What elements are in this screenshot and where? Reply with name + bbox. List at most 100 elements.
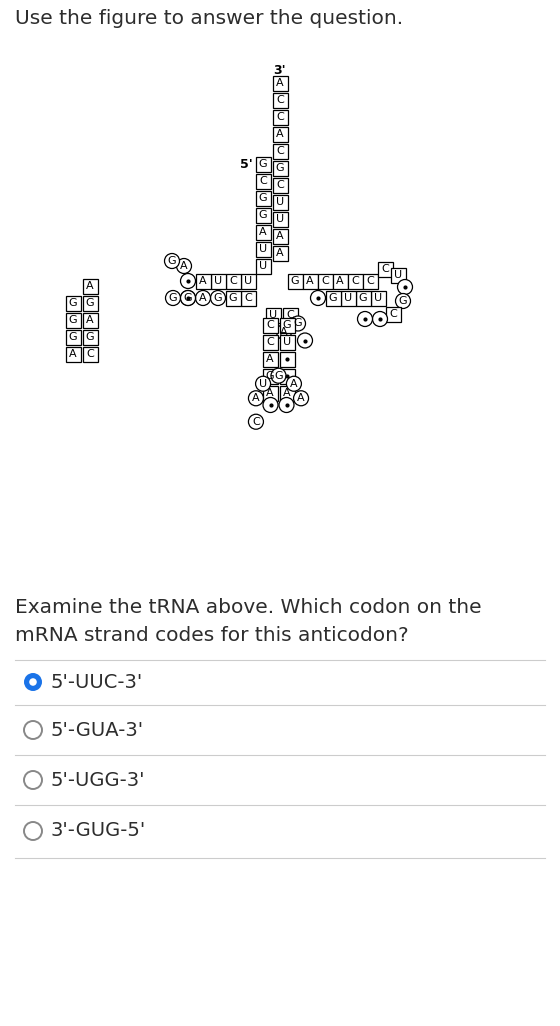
Text: A: A (259, 227, 267, 237)
Bar (273, 229, 287, 243)
Bar (340, 290, 356, 306)
Circle shape (286, 377, 301, 391)
Bar (287, 274, 302, 288)
Text: U: U (259, 244, 267, 254)
Text: 5'-GUA-3': 5'-GUA-3' (50, 720, 143, 740)
Bar (302, 274, 318, 288)
Bar (279, 334, 295, 350)
Bar (325, 290, 340, 306)
Bar (226, 290, 240, 306)
Circle shape (297, 333, 312, 348)
Bar (255, 259, 270, 274)
Text: C: C (351, 276, 359, 286)
Bar (273, 160, 287, 175)
Text: U: U (344, 293, 352, 303)
Bar (385, 307, 400, 321)
Text: U: U (374, 293, 382, 303)
Circle shape (166, 290, 180, 306)
Circle shape (310, 290, 325, 306)
Bar (333, 274, 348, 288)
Circle shape (279, 397, 294, 412)
Text: U: U (283, 337, 291, 347)
Text: C: C (276, 146, 284, 156)
Text: C: C (86, 349, 94, 359)
Bar (273, 92, 287, 108)
Text: 5': 5' (240, 158, 253, 170)
Text: 5'-UGG-3': 5'-UGG-3' (50, 771, 144, 789)
Bar (273, 76, 287, 90)
Text: G: G (69, 298, 77, 308)
Text: G: G (276, 163, 284, 173)
Bar (273, 245, 287, 261)
Bar (66, 329, 81, 345)
Circle shape (249, 391, 263, 405)
Bar (273, 144, 287, 158)
Circle shape (180, 290, 195, 306)
Text: C: C (276, 112, 284, 122)
Bar (195, 274, 211, 288)
Circle shape (263, 397, 278, 412)
Circle shape (165, 253, 180, 269)
Circle shape (277, 324, 292, 340)
Bar (240, 290, 255, 306)
Text: G: G (69, 315, 77, 325)
Text: G: G (359, 293, 367, 303)
Text: U: U (259, 261, 267, 271)
Text: C: C (266, 320, 274, 330)
Circle shape (255, 377, 270, 391)
Bar (255, 191, 270, 205)
Bar (211, 274, 226, 288)
Bar (279, 368, 295, 384)
Bar (279, 317, 295, 332)
Text: A: A (306, 276, 314, 286)
Text: G: G (399, 295, 407, 306)
Text: G: G (265, 371, 274, 381)
Bar (82, 329, 97, 345)
Bar (356, 290, 371, 306)
Text: G: G (214, 293, 222, 303)
Circle shape (271, 368, 286, 384)
Bar (265, 308, 281, 322)
Text: A: A (266, 354, 274, 364)
Bar (273, 126, 287, 142)
Text: U: U (214, 276, 222, 286)
Circle shape (372, 312, 388, 326)
Text: A: A (276, 78, 284, 88)
Text: C: C (381, 264, 389, 274)
Circle shape (180, 290, 195, 306)
Bar (82, 295, 97, 311)
Bar (66, 313, 81, 327)
Text: A: A (276, 129, 284, 139)
Text: G: G (291, 276, 299, 286)
Text: A: A (180, 261, 188, 271)
Text: Examine the tRNA above. Which codon on the
mRNA strand codes for this anticodon?: Examine the tRNA above. Which codon on t… (15, 598, 482, 645)
Text: G: G (283, 320, 291, 330)
Circle shape (395, 293, 410, 309)
Text: C: C (266, 337, 274, 347)
Bar (255, 157, 270, 171)
Text: C: C (286, 310, 294, 320)
Text: C: C (252, 417, 260, 427)
Circle shape (249, 415, 263, 429)
Bar (273, 195, 287, 209)
Text: 3': 3' (274, 64, 286, 77)
Bar (82, 347, 97, 361)
Text: A: A (266, 388, 274, 398)
Text: U: U (276, 197, 284, 207)
Text: Use the figure to answer the question.: Use the figure to answer the question. (15, 8, 403, 28)
Text: A: A (283, 388, 291, 398)
Text: A: A (297, 393, 305, 403)
Text: G: G (86, 332, 94, 342)
Bar (240, 274, 255, 288)
Text: 3'-GUG-5': 3'-GUG-5' (50, 822, 145, 840)
Text: G: G (169, 293, 178, 303)
Text: A: A (280, 327, 288, 337)
Text: A: A (199, 293, 207, 303)
Text: A: A (290, 379, 298, 389)
Bar (82, 313, 97, 327)
Text: G: G (293, 318, 302, 328)
Circle shape (291, 316, 306, 331)
Bar (279, 352, 295, 366)
Circle shape (293, 391, 309, 405)
Text: U: U (259, 379, 267, 389)
